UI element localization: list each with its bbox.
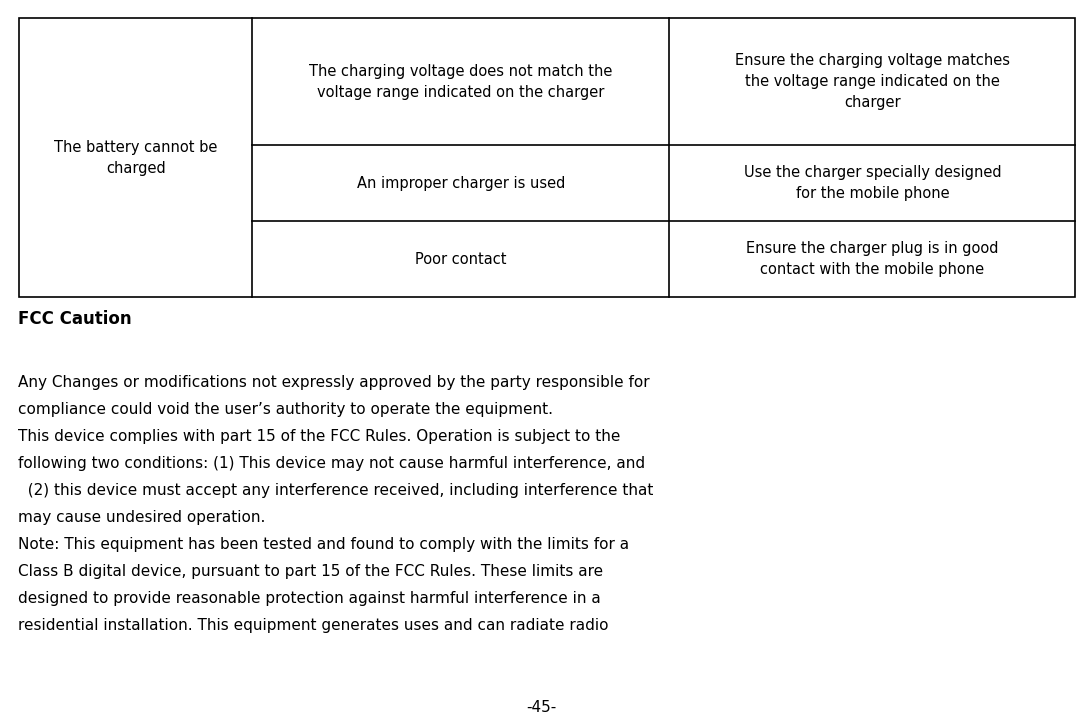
Text: Ensure the charging voltage matches
the voltage range indicated on the
charger: Ensure the charging voltage matches the … xyxy=(735,53,1009,110)
Text: This device complies with part 15 of the FCC Rules. Operation is subject to the: This device complies with part 15 of the… xyxy=(18,429,621,444)
Text: -45-: -45- xyxy=(526,700,557,715)
Text: The battery cannot be
charged: The battery cannot be charged xyxy=(54,140,218,175)
Text: FCC Caution: FCC Caution xyxy=(18,310,132,328)
Text: compliance could void the user’s authority to operate the equipment.: compliance could void the user’s authori… xyxy=(18,402,553,417)
Text: may cause undesired operation.: may cause undesired operation. xyxy=(18,510,265,525)
Text: Poor contact: Poor contact xyxy=(415,252,507,267)
Text: An improper charger is used: An improper charger is used xyxy=(356,175,565,191)
Bar xyxy=(19,18,1075,297)
Text: residential installation. This equipment generates uses and can radiate radio: residential installation. This equipment… xyxy=(18,618,609,633)
Text: Class B digital device, pursuant to part 15 of the FCC Rules. These limits are: Class B digital device, pursuant to part… xyxy=(18,564,603,579)
Text: designed to provide reasonable protection against harmful interference in a: designed to provide reasonable protectio… xyxy=(18,591,601,606)
Text: Use the charger specially designed
for the mobile phone: Use the charger specially designed for t… xyxy=(744,165,1001,201)
Text: Note: This equipment has been tested and found to comply with the limits for a: Note: This equipment has been tested and… xyxy=(18,537,629,552)
Text: following two conditions: (1) This device may not cause harmful interference, an: following two conditions: (1) This devic… xyxy=(18,456,645,471)
Text: (2) this device must accept any interference received, including interference th: (2) this device must accept any interfer… xyxy=(18,483,653,498)
Text: Any Changes or modifications not expressly approved by the party responsible for: Any Changes or modifications not express… xyxy=(18,375,650,390)
Text: The charging voltage does not match the
voltage range indicated on the charger: The charging voltage does not match the … xyxy=(309,64,613,99)
Text: Ensure the charger plug is in good
contact with the mobile phone: Ensure the charger plug is in good conta… xyxy=(746,241,999,277)
